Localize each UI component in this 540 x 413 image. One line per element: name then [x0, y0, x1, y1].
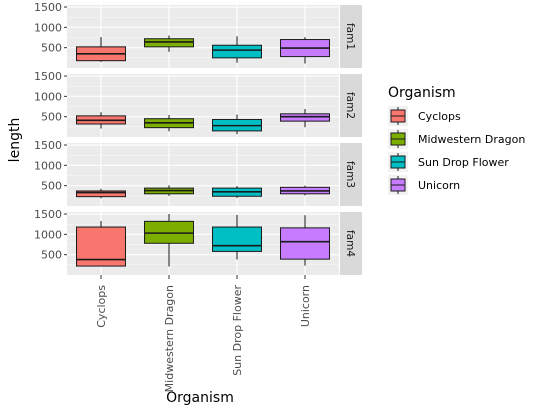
y-tick-label: 500	[41, 42, 62, 55]
box-iqr	[280, 227, 330, 260]
box-fam4-cyclops	[76, 220, 126, 267]
box-fam3-unicorn	[280, 185, 330, 196]
facet-strip-label: fam4	[344, 230, 356, 257]
x-tick-label: Midwestern Dragon	[163, 285, 176, 392]
box-fam3-midwestern-dragon	[144, 185, 194, 196]
y-tick-label: 500	[41, 249, 62, 262]
legend-label: Unicorn	[418, 179, 460, 192]
box-fam1-midwestern-dragon	[144, 35, 194, 52]
x-axis: Cyclops Midwestern Dragon Sun Drop Flower U…	[95, 275, 312, 392]
box-iqr	[76, 190, 126, 198]
legend: Cyclops Midwestern Dragon Sun Drop Flower U…	[388, 106, 525, 195]
facet-strip-label: fam2	[344, 92, 356, 119]
box-iqr	[212, 44, 262, 59]
box-fam2-midwestern-dragon	[144, 115, 194, 132]
x-axis-title: Organism	[166, 390, 234, 406]
x-tick-label: Cyclops	[95, 285, 108, 328]
y-tick-label: 1500	[34, 1, 62, 14]
legend-item-midwestern-dragon: Midwestern Dragon	[388, 129, 525, 149]
legend-label: Sun Drop Flower	[418, 156, 509, 169]
y-axis-title: length	[7, 118, 23, 163]
box-fam3-cyclops	[76, 188, 126, 199]
facet-strip	[340, 212, 362, 275]
box-fam2-sun-drop-flower	[212, 114, 262, 135]
y-tick-label: 1000	[34, 228, 62, 241]
facet-panel-fam4: 500 1000 1500 fam4	[34, 208, 362, 275]
facet-strip-label: fam1	[344, 23, 356, 50]
x-tick-label: Sun Drop Flower	[231, 285, 244, 376]
legend-label: Midwestern Dragon	[418, 133, 525, 146]
box-fam1-unicorn	[280, 37, 330, 64]
facet-panel-fam2: 500 1000 1500 fam2	[34, 70, 362, 137]
x-tick-label: Unicorn	[299, 285, 312, 327]
legend-item-unicorn: Unicorn	[388, 175, 460, 195]
y-tick-label: 500	[41, 111, 62, 124]
legend-title: Organism	[388, 85, 456, 101]
box-iqr	[144, 220, 194, 244]
legend-label: Cyclops	[418, 110, 461, 123]
box-fam2-cyclops	[76, 112, 126, 129]
y-tick-label: 1500	[34, 208, 62, 221]
box-fam1-cyclops	[76, 37, 126, 62]
box-fam1-sun-drop-flower	[212, 36, 262, 63]
box-fam4-unicorn	[280, 215, 330, 266]
facet-strip	[340, 5, 362, 68]
box-iqr	[280, 113, 330, 122]
y-tick-label: 1500	[34, 70, 62, 83]
legend-item-sun-drop-flower: Sun Drop Flower	[388, 152, 509, 172]
facet-panel-fam1: 500 1000 1500 fam1	[34, 1, 362, 68]
facet-panel-fam3: 500 1000 1500 fam3	[34, 139, 362, 206]
facet-strip-label: fam3	[344, 161, 356, 188]
y-tick-label: 500	[41, 180, 62, 193]
legend-item-cyclops: Cyclops	[388, 106, 461, 126]
facet-panels: 500 1000 1500 fam1 500 1000 1500 fam2 500 1000 150…	[34, 1, 362, 275]
facet-strip	[340, 74, 362, 137]
box-iqr	[212, 226, 262, 252]
y-tick-label: 1000	[34, 90, 62, 103]
panel-background	[67, 74, 339, 137]
box-fam3-sun-drop-flower	[212, 186, 262, 198]
y-tick-label: 1500	[34, 139, 62, 152]
box-iqr	[144, 38, 194, 48]
y-tick-label: 1000	[34, 21, 62, 34]
box-fam4-sun-drop-flower	[212, 214, 262, 260]
box-fam4-midwestern-dragon	[144, 214, 194, 267]
facet-strip	[340, 143, 362, 206]
box-fam2-unicorn	[280, 108, 330, 128]
y-tick-label: 1000	[34, 159, 62, 172]
